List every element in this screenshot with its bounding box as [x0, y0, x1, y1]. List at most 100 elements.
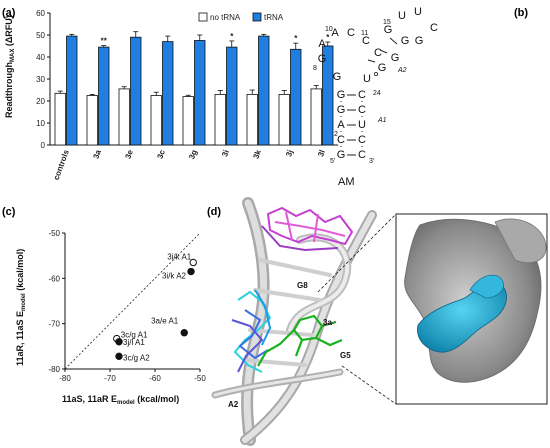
panel-a-label: (a)	[2, 7, 16, 19]
bar-no-trna	[54, 92, 66, 146]
ligand-magenta	[261, 206, 354, 252]
bar-marks	[54, 31, 334, 146]
bar-y-label: ReadthroughMAX (ΔRFU)	[4, 15, 16, 118]
bar-trna	[66, 35, 78, 146]
bar-no-trna	[310, 88, 322, 146]
zoom-line-top	[317, 213, 397, 293]
scatter-y-tick-label: -70	[48, 320, 60, 329]
scatter-y-label: 11aR, 11aS Emodel (kcal/mol)	[15, 249, 27, 366]
scatter-x-tick-label: -80	[59, 374, 71, 383]
legend-swatch-no-trna	[198, 12, 208, 22]
nucleotide-number: 11	[361, 30, 368, 37]
nucleotide: G	[333, 71, 342, 83]
nucleotide-number: 15	[383, 19, 391, 26]
nucleotide: U	[363, 73, 371, 85]
significance-marker: *	[230, 32, 234, 41]
nucleotide: C	[337, 134, 345, 146]
scatter-point	[115, 338, 123, 346]
rna-numbering: 2 8 10 11 15 24 5' 3' A1 A2	[313, 19, 407, 165]
bar-no-trna	[214, 94, 226, 146]
scatter-point-label: 3i/k A1	[167, 252, 192, 261]
panel-d-label: (d)	[207, 206, 221, 218]
molecular-structure: G8 3a G5 A2	[211, 197, 548, 446]
bar-y-tick-label: 50	[36, 31, 45, 40]
scatter-x-tick-label: -60	[149, 374, 161, 383]
scatter-point-label: 3c/g A2	[123, 353, 150, 362]
legend-label-trna: tRNA	[264, 13, 284, 22]
bar-y-tick-label: 20	[36, 97, 45, 106]
bar-trna	[130, 36, 142, 146]
zoom-inset	[395, 213, 548, 405]
structure-label: G8	[297, 281, 308, 290]
nucleotide: U	[414, 6, 422, 18]
nucleotide: G	[391, 52, 400, 64]
rna-wobble-dot	[373, 72, 378, 77]
scatter-point-label: 3i/k A2	[162, 272, 187, 281]
significance-marker: *	[294, 34, 298, 43]
panel-c-label: (c)	[2, 206, 16, 218]
nucleotide: G	[337, 89, 346, 101]
nucleotide: G	[384, 24, 393, 36]
nucleotide: U	[398, 10, 406, 22]
bar-trna	[162, 41, 174, 146]
significance-marker: **	[101, 37, 108, 46]
nucleotide: C	[358, 149, 366, 161]
zoom-line-bottom	[341, 365, 397, 405]
bar-legend: no tRNA tRNA	[198, 12, 284, 22]
bar-no-trna	[246, 94, 258, 146]
nucleotide: G	[415, 35, 424, 47]
nucleotide: C	[362, 35, 370, 47]
bar-trna	[226, 46, 238, 146]
nucleotide: C	[358, 89, 366, 101]
bar-y-tick-label: 60	[36, 9, 45, 18]
structure-label: A2	[228, 400, 239, 409]
bar-trna	[194, 40, 206, 146]
rna-name: AM	[338, 176, 355, 188]
helix-label: A2	[397, 67, 407, 74]
nucleotide: G	[318, 53, 327, 65]
strand-end: 3'	[369, 158, 374, 165]
nucleotide: A	[337, 119, 345, 131]
nucleotide: C	[430, 22, 438, 34]
bar-trna	[258, 35, 270, 146]
rna-surface-lobe	[494, 218, 547, 263]
ligand-green	[257, 314, 343, 367]
bar-category-label: controls	[52, 148, 71, 181]
scatter-point	[115, 352, 123, 361]
scatter-y-tick-label: -50	[48, 229, 60, 238]
bar-chart: 0 10 20 30 40 50 60 controls 3a 3e 3c 3g 3i 3k 3j 3l *…	[4, 9, 338, 181]
bar-no-trna	[118, 88, 130, 146]
nucleotide: G	[337, 149, 346, 161]
bar-trna	[98, 46, 110, 146]
scatter-x-label: 11aS, 11aR Emodel (kcal/mol)	[62, 394, 179, 406]
ligand-cyan-blue	[231, 289, 272, 373]
ligand-surface	[417, 281, 507, 353]
bar-no-trna	[86, 95, 98, 146]
nucleotide: A	[318, 38, 326, 50]
nucleotide-number: 10	[325, 26, 333, 33]
nucleotide-number: 2	[334, 131, 338, 138]
bar-significance: *** * *	[101, 32, 331, 46]
bar-no-trna	[150, 95, 162, 146]
bar-x-ticks: controls 3a 3e 3c 3g 3i 3k 3j 3l	[52, 148, 327, 181]
scatter-point-label: 3c/g A1	[121, 331, 148, 340]
significance-marker: *	[326, 33, 330, 42]
nucleotide: A	[331, 27, 339, 39]
legend-label-no-trna: no tRNA	[210, 13, 241, 22]
nucleotide: C	[347, 27, 355, 39]
bar-category-label: 3l	[316, 149, 327, 158]
structure-label: G5	[340, 351, 351, 360]
bar-category-label: 3k	[251, 148, 263, 160]
nucleotide: G	[378, 62, 387, 74]
bar-y-tick-label: 0	[41, 141, 46, 150]
nucleotide: C	[358, 134, 366, 146]
scatter-point-label: 3j/l A1	[123, 338, 145, 347]
bar-category-label: 3e	[123, 148, 135, 160]
bar-no-trna	[278, 94, 290, 146]
scatter-x-tick-label: -70	[104, 374, 116, 383]
nucleotide-number: 8	[313, 65, 317, 72]
